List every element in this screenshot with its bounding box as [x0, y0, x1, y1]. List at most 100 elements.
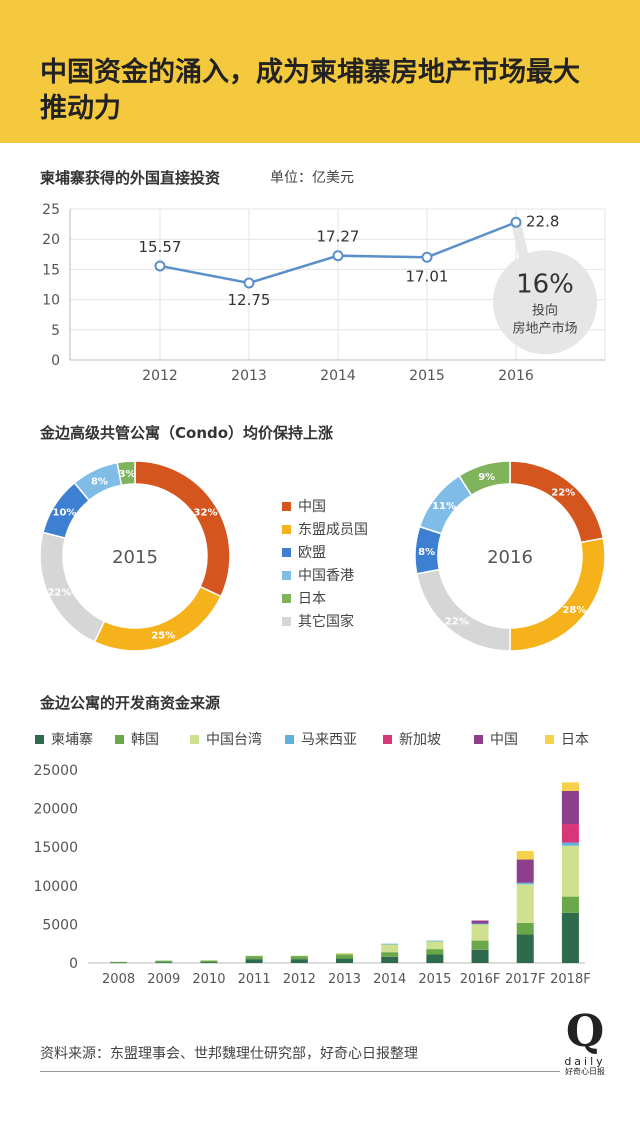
- legend-swatch: [282, 617, 291, 626]
- legend-label: 韩国: [131, 732, 159, 748]
- x-tick-label: 2010: [192, 972, 225, 987]
- bar-segment: [516, 922, 534, 935]
- bar-segment: [110, 961, 128, 963]
- x-tick-label: 2013: [328, 972, 361, 987]
- legend-swatch: [285, 735, 294, 744]
- x-tick-label: 2016F: [460, 972, 501, 987]
- y-tick-label: 20: [42, 232, 60, 248]
- slice-label: 3%: [119, 469, 136, 480]
- bar-segment: [200, 960, 218, 963]
- bar-legend-item: 柬埔寨: [35, 729, 93, 749]
- data-point: [243, 277, 255, 289]
- legend-label: 中国: [298, 499, 326, 515]
- callout-line1: 投向: [532, 302, 558, 318]
- bar-segment: [155, 960, 173, 963]
- slice-label: 22%: [47, 588, 71, 599]
- x-tick-label: 2015: [418, 972, 451, 987]
- legend-swatch: [474, 735, 483, 744]
- bar-segment: [110, 962, 128, 964]
- legend-swatch: [282, 502, 291, 511]
- bar-legend-item: 中国台湾: [190, 729, 262, 749]
- bar-segment: [245, 955, 263, 957]
- legend-label: 中国香港: [298, 568, 354, 584]
- legend-swatch: [282, 571, 291, 580]
- donut-slice: [415, 568, 511, 652]
- y-tick-label: 0: [51, 353, 60, 369]
- donut-slice: [134, 460, 231, 598]
- bar-segment: [561, 912, 579, 963]
- bar-chart-title: 金边公寓的开发商资金来源: [40, 694, 221, 712]
- y-tick-label: 25000: [33, 763, 78, 779]
- legend-swatch: [282, 594, 291, 603]
- bar-segment: [516, 851, 534, 860]
- bar-segment: [471, 949, 489, 963]
- bar-segment: [471, 940, 489, 950]
- donut-slice: [458, 460, 511, 497]
- legend-label: 欧盟: [298, 545, 326, 561]
- bar-segment: [426, 949, 444, 955]
- source-note: 资料来源：东盟理事会、世邦魏理仕研究部，好奇心日报整理: [40, 1046, 418, 1062]
- bar-segment: [381, 956, 399, 963]
- bar-segment: [290, 956, 308, 960]
- logo-word: daily: [564, 1055, 606, 1068]
- callout-line2: 房地产市场: [512, 320, 577, 336]
- legend-label: 马来西亚: [301, 732, 357, 748]
- fdi-line-chart: 0 5 10 15 20 25 2012 2013 2014 2015 2016 16% 投向房地产市场…: [42, 202, 606, 384]
- x-tick-label: 2012: [142, 368, 178, 384]
- bar-legend-item: 中国: [474, 729, 518, 749]
- legend-label: 其它国家: [298, 614, 354, 630]
- donut-legend-item: 东盟成员国: [282, 519, 368, 539]
- bar-segment: [336, 954, 353, 959]
- slice-label: 11%: [432, 501, 456, 512]
- slice-label: 22%: [445, 616, 469, 627]
- donut-legend-item: 欧盟: [282, 542, 326, 562]
- x-tick-label: 2014: [373, 972, 406, 987]
- logo-cn: 好奇心日报: [565, 1067, 605, 1076]
- y-tick-label: 10000: [33, 879, 78, 895]
- slice-label: 28%: [562, 605, 586, 616]
- donut-center-label: 2015: [112, 547, 158, 568]
- data-point: [510, 216, 522, 228]
- legend-label: 中国: [490, 732, 518, 748]
- legend-label: 新加坡: [399, 732, 441, 748]
- callout-percent: 16%: [516, 269, 574, 299]
- legend-label: 日本: [298, 591, 326, 607]
- bar-segment: [245, 956, 263, 960]
- legend-swatch: [35, 735, 44, 744]
- legend-swatch: [282, 525, 291, 534]
- bar-segment: [200, 962, 218, 963]
- x-tick-label: 2016: [498, 368, 534, 384]
- developer-funding-bar-chart: 0 5000 10000 15000 20000 25000 2008 2009 2010 201…: [33, 763, 590, 987]
- data-label: 17.27: [317, 228, 360, 246]
- legend-label: 日本: [561, 732, 589, 748]
- bar-segment: [471, 923, 489, 925]
- bar-legend-item: 马来西亚: [285, 729, 357, 749]
- footer-divider: [40, 1071, 560, 1072]
- bar-segment: [336, 952, 353, 955]
- y-tick-label: 0: [69, 956, 78, 972]
- slice-label: 8%: [418, 547, 435, 558]
- data-label: 15.57: [139, 238, 182, 256]
- bar-segment: [561, 842, 579, 846]
- qdaily-logo: Q daily 好奇心日报: [560, 1008, 610, 1077]
- donut-legend-item: 中国香港: [282, 565, 354, 585]
- legend-swatch: [282, 548, 291, 557]
- y-tick-label: 15000: [33, 840, 78, 856]
- bar-segment: [381, 952, 399, 957]
- data-label: 12.75: [228, 291, 271, 309]
- bar-segment: [561, 845, 579, 897]
- bar-legend-item: 新加坡: [383, 729, 441, 749]
- slice-label: 10%: [53, 507, 77, 518]
- donut-legend-item: 日本: [282, 588, 326, 608]
- y-tick-label: 5000: [42, 917, 78, 933]
- page-title: 中国资金的涌入，成为柬埔寨房地产市场最大推动力: [40, 57, 580, 124]
- data-label: 22.8: [526, 212, 559, 230]
- data-point: [421, 251, 433, 263]
- bar-segment: [516, 882, 534, 885]
- bar-segment: [426, 940, 444, 942]
- slice-label: 25%: [151, 631, 175, 642]
- bar-segment: [290, 955, 308, 957]
- y-tick-label: 10: [42, 293, 60, 309]
- bar-segment: [245, 959, 263, 963]
- bar-legend-item: 日本: [545, 729, 589, 749]
